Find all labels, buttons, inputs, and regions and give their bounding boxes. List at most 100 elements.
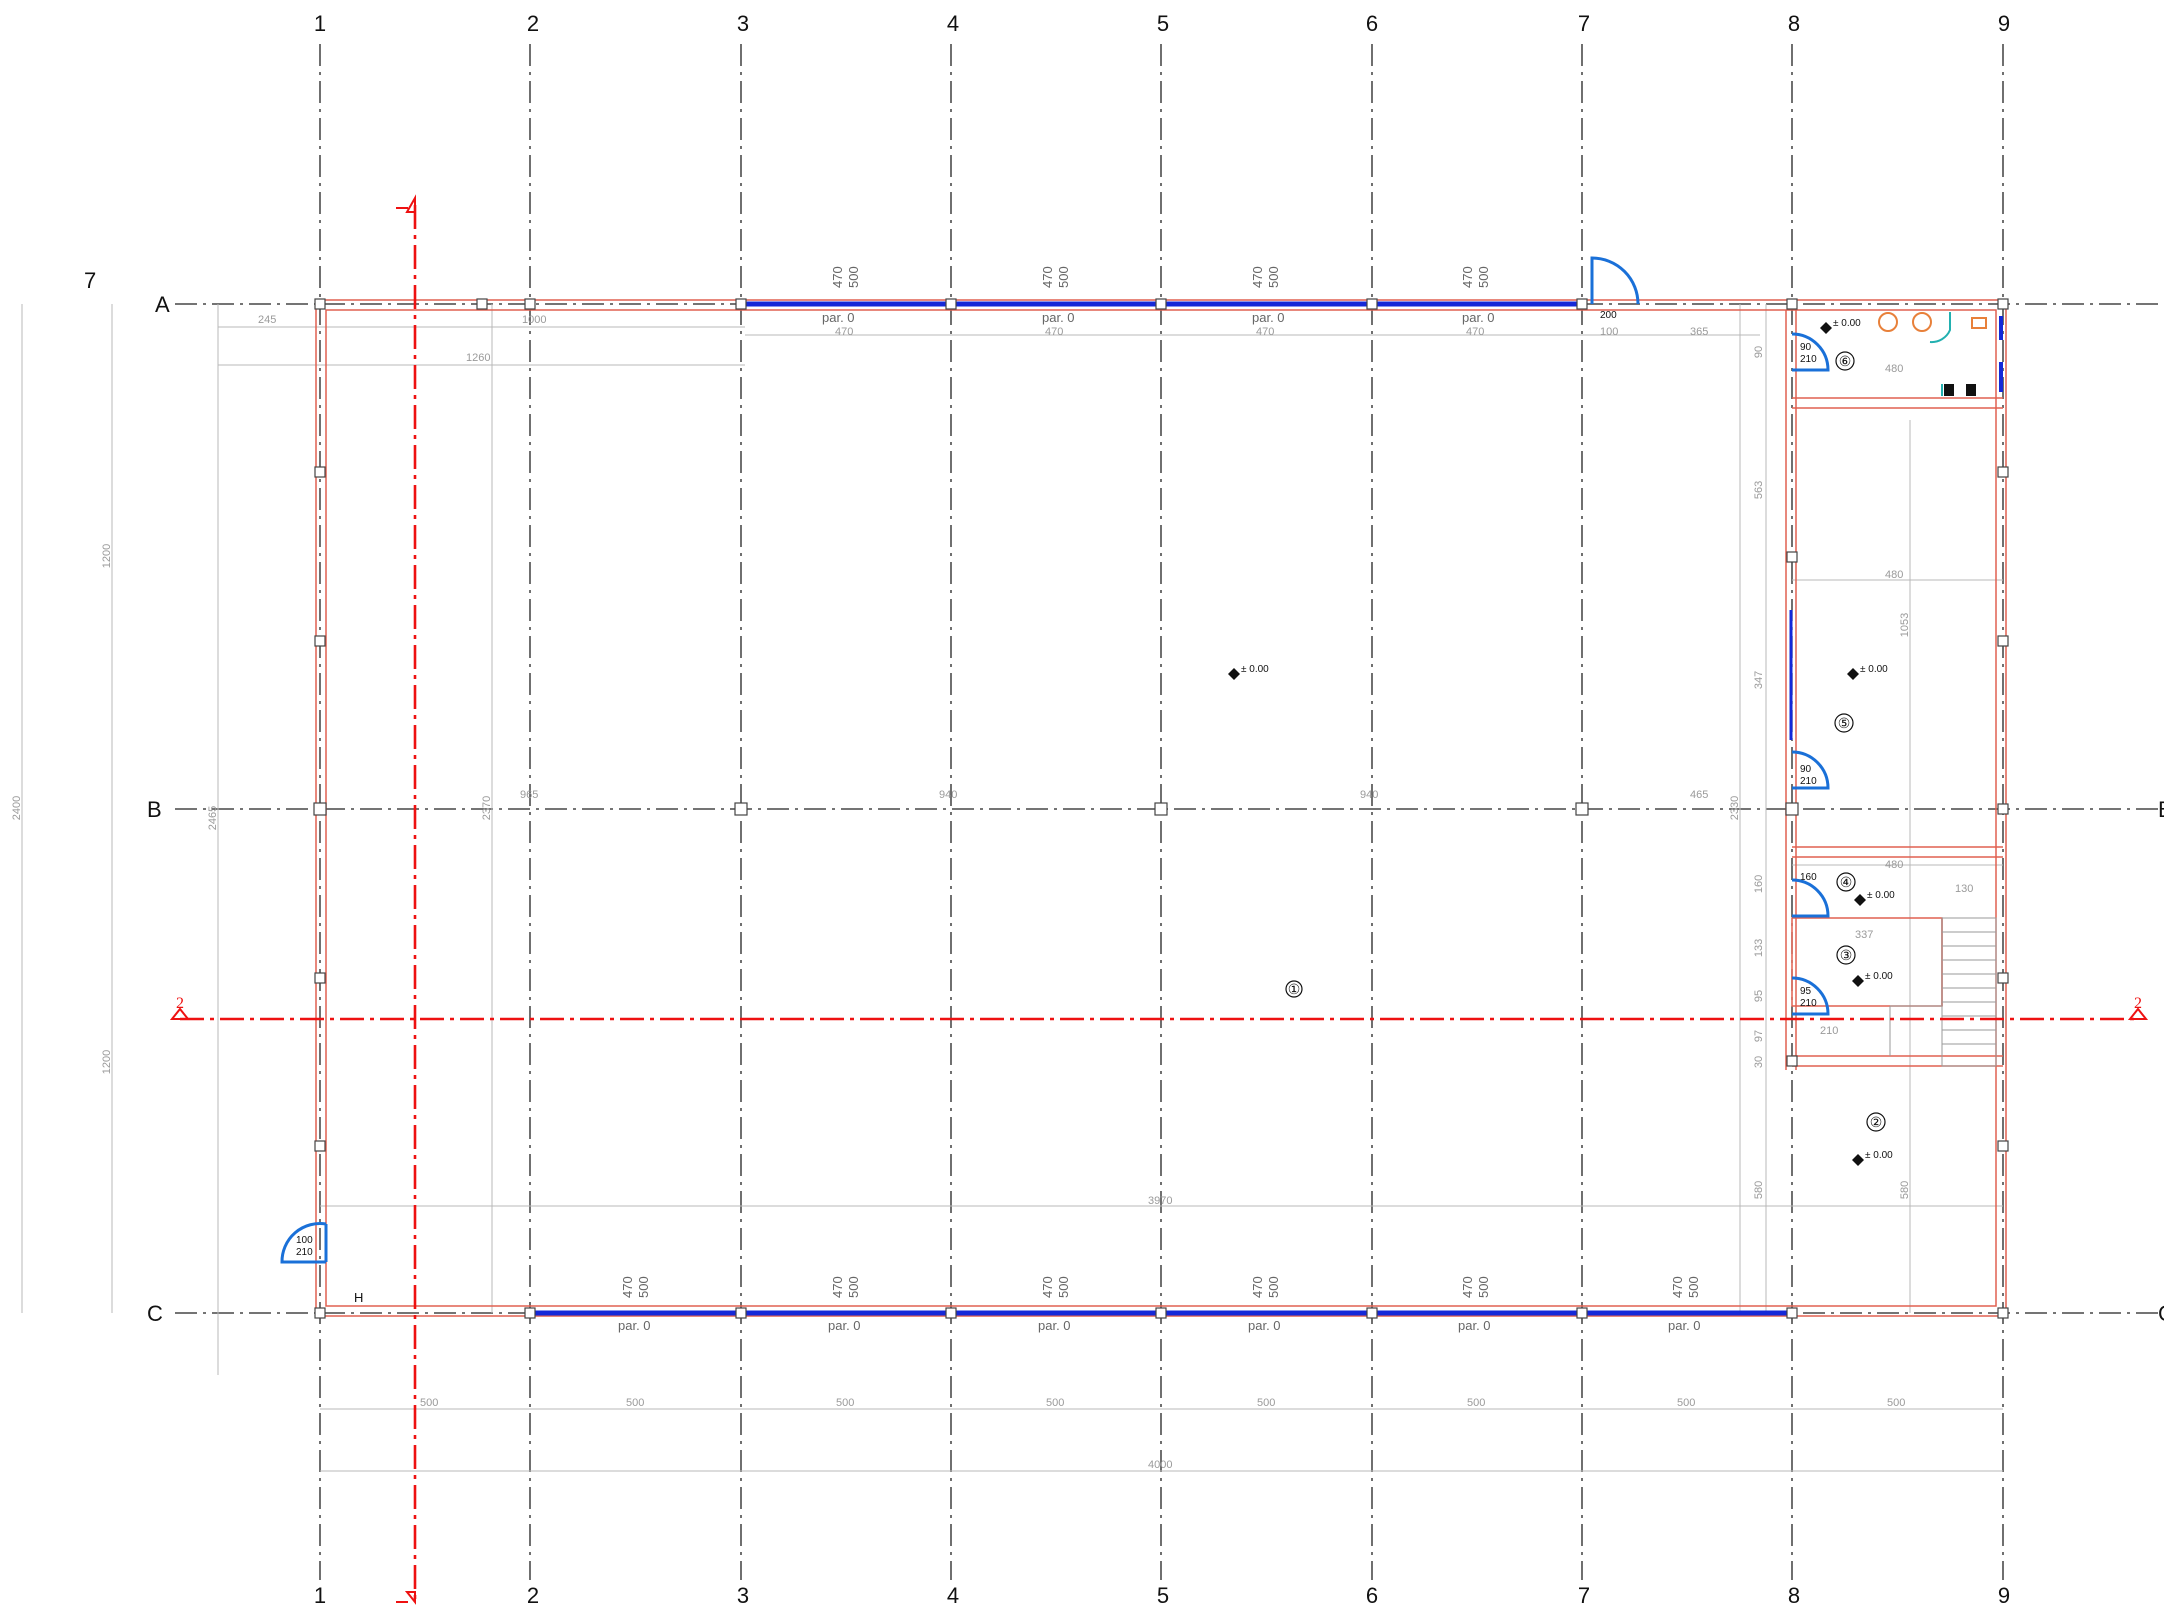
section-marker-top	[396, 194, 416, 213]
grid-labels-bottom: 1 2 3 4 5 6 7 8 9	[314, 1583, 2010, 1608]
grid-label-4: 4	[947, 11, 959, 36]
grid-label-5: 5	[1157, 11, 1169, 36]
grid-label-C: C	[147, 1301, 163, 1326]
door-room-4	[1791, 878, 1830, 918]
room-3-label: ③	[1840, 947, 1853, 963]
grid-label-2-bottom: 2	[527, 1583, 539, 1608]
grid-labels-top: 1 2 3 4 5 6 7 8 9	[314, 11, 2010, 36]
window-label: par. 0	[1462, 310, 1495, 325]
grid-label-8: 8	[1788, 11, 1800, 36]
dim-top-4: 470	[1045, 326, 1063, 338]
window-size-w: 470	[1040, 1276, 1055, 1298]
door-room-3-w: 95	[1800, 986, 1812, 997]
sanitary-fixtures	[1878, 312, 1987, 396]
stairs	[1889, 917, 1997, 1067]
window-size-h: 500	[1056, 266, 1071, 288]
grid-label-3: 3	[737, 11, 749, 36]
dim-right-8: 133	[1753, 939, 1765, 957]
dim-mid-2: 940	[1360, 789, 1378, 801]
dim-top-2: 1260	[466, 352, 490, 364]
grid-label-B: B	[147, 797, 162, 822]
window-size-h: 500	[1266, 266, 1281, 288]
window-labels-bottom: par. 0 par. 0 par. 0 par. 0 par. 0 par. …	[618, 1276, 1701, 1333]
dim-right-5: 580	[1899, 1181, 1911, 1199]
dim-left-upper: 1200	[101, 544, 113, 568]
doors: 100 210 200 90 210 90 210 160 95 210	[280, 256, 1830, 1264]
room-labels: ① ② ③ ④ ⑤ ⑥	[1285, 351, 1886, 1132]
door-room-5-h: 210	[1800, 776, 1817, 787]
dim-right-11: 30	[1753, 1056, 1765, 1068]
grid-label-8-bottom: 8	[1788, 1583, 1800, 1608]
grid-label-6-bottom: 6	[1366, 1583, 1378, 1608]
dim-right-0: 563	[1753, 481, 1765, 499]
grid-label-C-right: C	[2158, 1301, 2164, 1326]
dim-mid-5: 480	[1885, 569, 1903, 581]
window-size-h: 500	[1266, 1276, 1281, 1298]
grid-label-9: 9	[1998, 11, 2010, 36]
dim-top-9: 100	[1600, 326, 1618, 338]
window-label: par. 0	[1038, 1318, 1071, 1333]
level-marker-3: ± 0.00	[1865, 971, 1893, 982]
window-size-w: 470	[1250, 266, 1265, 288]
window-label: par. 0	[822, 310, 855, 325]
window-size-h: 500	[846, 266, 861, 288]
level-marker-4: ± 0.00	[1867, 890, 1895, 901]
dim-left-inner2: 2370	[481, 796, 493, 820]
window-size-w: 470	[1460, 1276, 1475, 1298]
dim-bottom-4: 500	[1257, 1397, 1275, 1409]
dim-bottom-1: 500	[626, 1397, 644, 1409]
dim-bottom-5: 500	[1467, 1397, 1485, 1409]
window-label: par. 0	[618, 1318, 651, 1333]
dim-top-3: 470	[835, 326, 853, 338]
dim-right-4: 580	[1753, 1181, 1765, 1199]
window-size-w: 470	[1040, 266, 1055, 288]
dim-bottom-total: 4000	[1148, 1459, 1172, 1471]
window-size-w: 470	[1670, 1276, 1685, 1298]
dim-bottom-7: 500	[1887, 1397, 1905, 1409]
glazing-internal	[1789, 316, 2003, 740]
dim-mid-4: 480	[1885, 363, 1903, 375]
door-room-6	[1791, 332, 1830, 372]
window-size-w: 470	[830, 266, 845, 288]
room-6-label: ⑥	[1839, 353, 1852, 369]
window-size-h: 500	[846, 1276, 861, 1298]
grid-label-2: 2	[527, 11, 539, 36]
dim-right-10: 97	[1753, 1030, 1765, 1042]
door-room-5	[1791, 750, 1830, 790]
dim-mid-9: 130	[1955, 883, 1973, 895]
grid-label-B-right: B	[2158, 797, 2164, 822]
door-top	[1590, 256, 1640, 305]
room-4-label: ④	[1840, 874, 1853, 890]
window-size-w: 470	[1250, 1276, 1265, 1298]
door-left-h: 210	[296, 1247, 313, 1258]
dim-right-6: 90	[1753, 346, 1765, 358]
hydrant-label: H	[354, 1290, 363, 1305]
grid-label-5-bottom: 5	[1157, 1583, 1169, 1608]
columns	[313, 298, 2009, 1319]
room-2-label: ②	[1870, 1114, 1883, 1130]
dim-mid-8: 210	[1820, 1025, 1838, 1037]
door-room-4-w: 160	[1800, 872, 1817, 883]
window-label: par. 0	[1042, 310, 1075, 325]
door-room-5-w: 90	[1800, 764, 1812, 775]
dim-bottom-6: 500	[1677, 1397, 1695, 1409]
section-marker-left	[169, 1007, 191, 1020]
dim-bottom-2: 500	[836, 1397, 854, 1409]
dim-right-3: 2330	[1729, 796, 1741, 820]
dim-mid-7: 337	[1855, 929, 1873, 941]
grid-rows	[175, 303, 2164, 1314]
dim-right-7: 160	[1753, 875, 1765, 893]
dim-interior-width: 3970	[1148, 1195, 1172, 1207]
section-marker-right	[2127, 1007, 2149, 1020]
dimension-texts: 245 1000 1260 470 470 470 470 100 365 50…	[11, 314, 1973, 1471]
level-marker-5: ± 0.00	[1860, 664, 1888, 675]
grid-label-1: 1	[314, 11, 326, 36]
window-labels-top: par. 0 par. 0 par. 0 par. 0 470 500 470 …	[822, 266, 1495, 325]
dim-bottom-0: 500	[420, 1397, 438, 1409]
window-size-h: 500	[1476, 1276, 1491, 1298]
level-marker-6: ± 0.00	[1833, 318, 1861, 329]
dim-top-0: 245	[258, 314, 276, 326]
dim-left-inner: 2465	[207, 806, 219, 830]
dim-top-5: 470	[1256, 326, 1274, 338]
